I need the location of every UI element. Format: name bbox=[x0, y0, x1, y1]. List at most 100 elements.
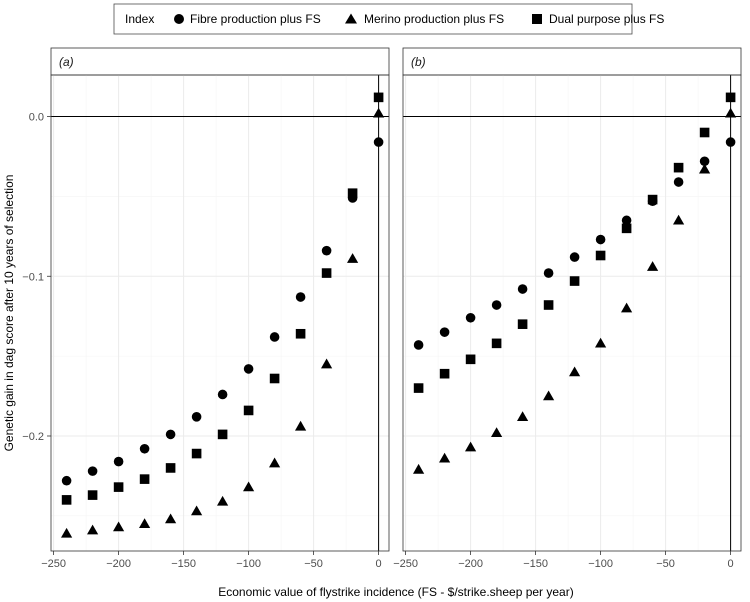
point-dual-b bbox=[543, 300, 554, 310]
point-dual-a bbox=[61, 495, 72, 505]
point-merino-a bbox=[321, 358, 333, 369]
point-fibre-b bbox=[725, 137, 736, 147]
y-tick-label: 0.0 bbox=[29, 112, 44, 124]
point-fibre-a bbox=[321, 245, 332, 256]
point-merino-a bbox=[61, 527, 73, 538]
point-dual-b bbox=[647, 194, 658, 205]
point-dual-a bbox=[191, 448, 202, 459]
point-fibre-b bbox=[621, 215, 632, 226]
point-dual-a bbox=[113, 482, 124, 492]
point-dual-b bbox=[595, 250, 606, 261]
point-fibre-b bbox=[465, 312, 476, 323]
point-merino-a bbox=[269, 457, 281, 468]
legend-triangle-icon bbox=[345, 13, 357, 24]
x-tick-label: −100 bbox=[236, 558, 261, 570]
panel-a-strip-label: (a) bbox=[59, 55, 74, 69]
x-tick-label: −200 bbox=[458, 558, 483, 570]
legend-box bbox=[113, 3, 633, 35]
point-dual-b bbox=[413, 383, 424, 393]
x-tick-label: 0 bbox=[376, 558, 382, 570]
point-merino-b bbox=[699, 163, 711, 174]
point-merino-b bbox=[543, 390, 555, 401]
point-dual-b bbox=[517, 319, 528, 329]
point-fibre-b bbox=[673, 177, 684, 187]
point-dual-b bbox=[725, 92, 736, 103]
x-tick-label: −200 bbox=[106, 558, 131, 570]
point-dual-a bbox=[217, 429, 228, 440]
point-fibre-a bbox=[165, 429, 176, 440]
x-tick-label: −100 bbox=[588, 558, 613, 570]
legend: Index Fibre production plus FS Merino pr… bbox=[113, 3, 664, 35]
panel-b-strip bbox=[402, 47, 742, 76]
point-fibre-b bbox=[569, 252, 580, 262]
point-merino-b bbox=[413, 463, 425, 474]
x-tick-label: −250 bbox=[41, 558, 66, 570]
x-tick-label: −50 bbox=[304, 558, 323, 570]
x-tick-label: −50 bbox=[656, 558, 675, 570]
point-fibre-b bbox=[439, 327, 450, 337]
point-merino-b bbox=[647, 261, 659, 271]
point-fibre-b bbox=[699, 156, 710, 167]
point-dual-b bbox=[569, 276, 580, 286]
point-merino-b bbox=[725, 107, 737, 118]
point-merino-b bbox=[465, 441, 477, 452]
point-merino-a bbox=[373, 107, 385, 118]
point-merino-a bbox=[295, 420, 307, 431]
point-merino-b bbox=[517, 411, 529, 422]
point-fibre-a bbox=[87, 466, 98, 476]
point-dual-b bbox=[491, 338, 502, 349]
panel-b-marks bbox=[413, 92, 737, 474]
point-merino-b bbox=[569, 366, 581, 377]
point-fibre-a bbox=[373, 137, 384, 147]
point-merino-b bbox=[491, 427, 503, 437]
y-tick-label: −0.1 bbox=[22, 271, 44, 283]
point-merino-a bbox=[243, 481, 255, 492]
x-tick-label: −150 bbox=[523, 558, 548, 570]
point-dual-a bbox=[139, 474, 150, 484]
x-tick-label: −250 bbox=[393, 558, 418, 570]
point-merino-a bbox=[87, 524, 99, 535]
point-merino-a bbox=[191, 505, 203, 516]
x-tick-label: −150 bbox=[171, 558, 196, 570]
point-fibre-a bbox=[113, 456, 124, 467]
point-merino-a bbox=[113, 521, 125, 532]
point-dual-b bbox=[465, 354, 476, 365]
y-tick-label: −0.2 bbox=[22, 431, 44, 443]
legend-title: Index bbox=[125, 12, 154, 26]
legend-square-icon bbox=[532, 14, 542, 24]
panel-b: (b) bbox=[402, 47, 742, 552]
point-dual-a bbox=[87, 490, 98, 500]
point-dual-a bbox=[269, 373, 280, 384]
x-axis: −250 −200 −150 −100 −50 0 −250 −200 −150 −100 −50 0 bbox=[41, 551, 734, 570]
point-fibre-a bbox=[191, 412, 202, 422]
legend-label-merino: Merino production plus FS bbox=[364, 12, 504, 26]
point-merino-b bbox=[621, 302, 633, 313]
point-merino-b bbox=[595, 337, 607, 348]
panel-a: (a) bbox=[50, 47, 390, 552]
panel-b-grid bbox=[403, 75, 741, 551]
legend-label-dual: Dual purpose plus FS bbox=[549, 12, 664, 26]
point-fibre-a bbox=[139, 443, 150, 454]
point-fibre-b bbox=[517, 284, 528, 294]
point-merino-a bbox=[217, 495, 229, 506]
point-dual-a bbox=[295, 328, 306, 339]
x-axis-title: Economic value of flystrike incidence (F… bbox=[218, 585, 573, 599]
point-fibre-a bbox=[243, 364, 254, 374]
point-merino-b bbox=[673, 214, 685, 225]
point-merino-b bbox=[439, 452, 451, 463]
point-merino-a bbox=[347, 253, 359, 263]
point-dual-a bbox=[373, 92, 384, 103]
point-fibre-b bbox=[543, 268, 554, 278]
y-axis-title: Genetic gain in dag score after 10 years… bbox=[2, 175, 16, 452]
x-tick-label: 0 bbox=[728, 558, 734, 570]
legend-label-fibre: Fibre production plus FS bbox=[190, 12, 321, 26]
point-fibre-a bbox=[295, 292, 306, 302]
point-fibre-a bbox=[217, 389, 228, 400]
point-merino-a bbox=[139, 518, 151, 529]
point-dual-b bbox=[621, 223, 632, 234]
point-fibre-a bbox=[269, 332, 280, 342]
point-dual-a bbox=[243, 405, 254, 416]
legend-circle-icon bbox=[174, 14, 184, 24]
point-dual-a bbox=[321, 268, 332, 278]
